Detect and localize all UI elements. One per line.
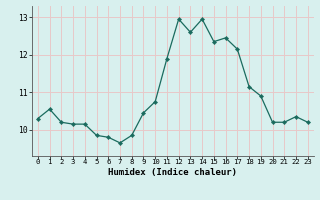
X-axis label: Humidex (Indice chaleur): Humidex (Indice chaleur)	[108, 168, 237, 177]
